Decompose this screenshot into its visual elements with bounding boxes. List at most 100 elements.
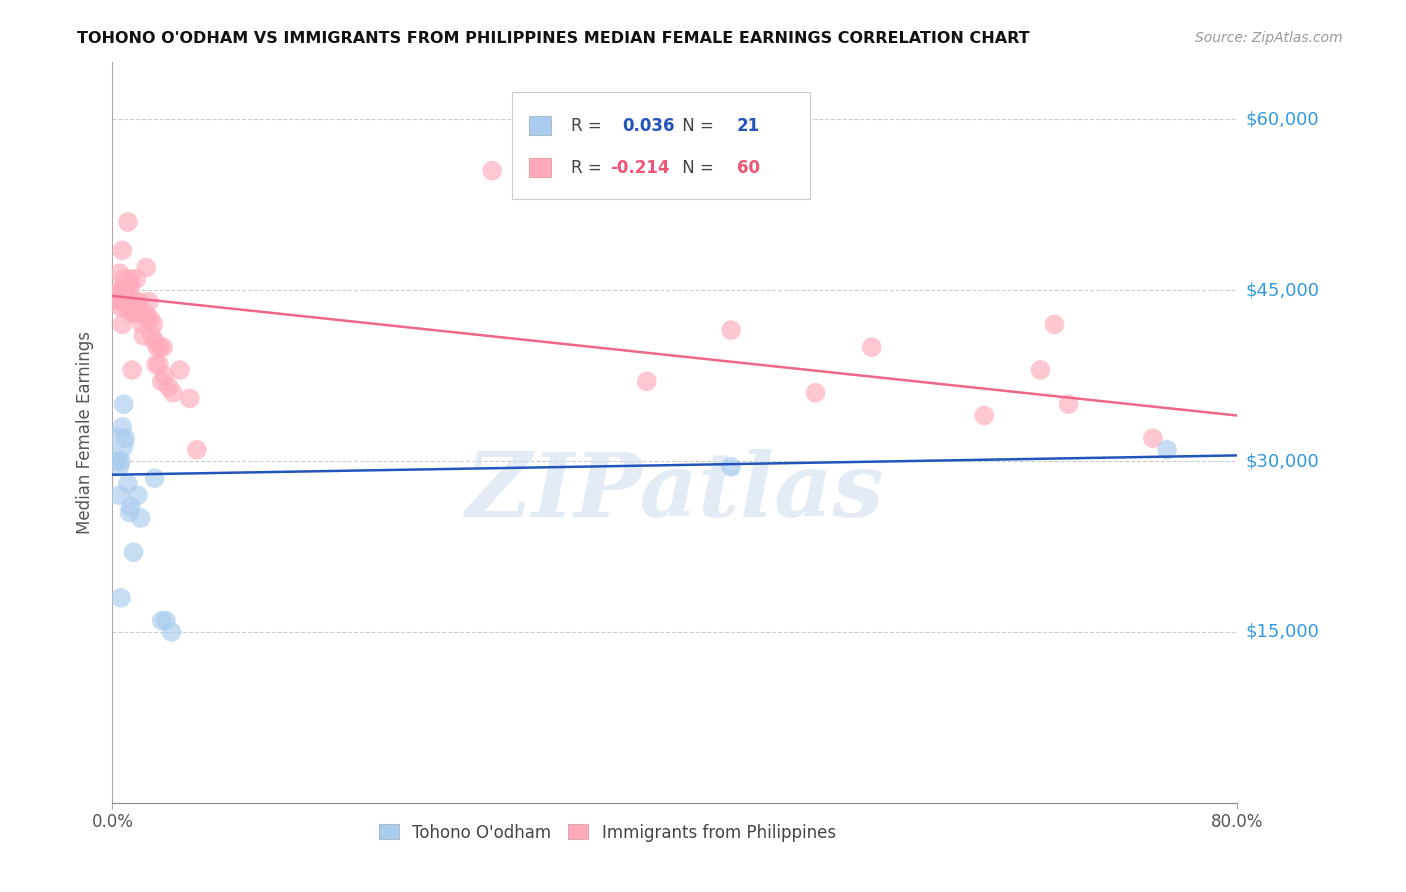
Point bbox=[120, 272, 142, 286]
Point bbox=[145, 357, 167, 371]
Point bbox=[1043, 318, 1066, 332]
Point bbox=[111, 420, 134, 434]
FancyBboxPatch shape bbox=[512, 92, 810, 200]
Text: N =: N = bbox=[678, 117, 720, 135]
Point bbox=[135, 260, 157, 275]
Point bbox=[179, 392, 201, 406]
Point bbox=[132, 328, 155, 343]
Text: $30,000: $30,000 bbox=[1246, 452, 1319, 470]
Point bbox=[143, 334, 166, 349]
Point bbox=[108, 266, 131, 280]
Point bbox=[117, 215, 139, 229]
Point bbox=[860, 340, 883, 354]
Text: 21: 21 bbox=[737, 117, 759, 135]
Point bbox=[973, 409, 995, 423]
Point bbox=[122, 545, 145, 559]
Point bbox=[108, 283, 131, 297]
Point bbox=[105, 437, 128, 451]
Point bbox=[122, 306, 145, 320]
Point bbox=[118, 294, 141, 309]
Point bbox=[108, 459, 131, 474]
Text: 0.036: 0.036 bbox=[621, 117, 675, 135]
Legend: Tohono O'odham, Immigrants from Philippines: Tohono O'odham, Immigrants from Philippi… bbox=[371, 815, 844, 850]
Point bbox=[117, 283, 139, 297]
Y-axis label: Median Female Earnings: Median Female Earnings bbox=[76, 331, 94, 534]
Point bbox=[121, 306, 143, 320]
Point bbox=[105, 289, 128, 303]
Point bbox=[112, 289, 135, 303]
Point bbox=[153, 368, 176, 383]
Point bbox=[131, 318, 153, 332]
Point bbox=[636, 375, 658, 389]
Point bbox=[112, 272, 135, 286]
Point bbox=[138, 294, 160, 309]
Text: $60,000: $60,000 bbox=[1246, 111, 1319, 128]
Point bbox=[162, 385, 184, 400]
Text: $45,000: $45,000 bbox=[1246, 281, 1320, 299]
Text: ZIPatlas: ZIPatlas bbox=[467, 449, 883, 535]
Point bbox=[804, 385, 827, 400]
Point bbox=[124, 294, 146, 309]
Point bbox=[141, 328, 163, 343]
Point bbox=[108, 488, 131, 502]
Point bbox=[121, 363, 143, 377]
Text: -0.214: -0.214 bbox=[610, 159, 669, 177]
Point bbox=[720, 459, 742, 474]
Point bbox=[111, 294, 134, 309]
Point bbox=[118, 301, 141, 315]
Point bbox=[146, 340, 169, 354]
Point bbox=[481, 163, 503, 178]
Point bbox=[186, 442, 208, 457]
Point bbox=[107, 454, 129, 468]
Point bbox=[134, 306, 156, 320]
Point bbox=[107, 294, 129, 309]
Point bbox=[152, 340, 174, 354]
Point bbox=[160, 624, 183, 639]
Point bbox=[129, 511, 152, 525]
Point bbox=[129, 306, 152, 320]
Point bbox=[139, 311, 162, 326]
Point bbox=[1029, 363, 1052, 377]
Point bbox=[112, 397, 135, 411]
Point bbox=[110, 454, 132, 468]
FancyBboxPatch shape bbox=[529, 159, 551, 177]
Point bbox=[115, 301, 138, 315]
Point bbox=[114, 431, 136, 445]
Point bbox=[115, 289, 138, 303]
Text: TOHONO O'ODHAM VS IMMIGRANTS FROM PHILIPPINES MEDIAN FEMALE EARNINGS CORRELATION: TOHONO O'ODHAM VS IMMIGRANTS FROM PHILIP… bbox=[77, 31, 1031, 46]
Point bbox=[118, 505, 141, 519]
Point bbox=[114, 294, 136, 309]
Point bbox=[143, 471, 166, 485]
Point bbox=[111, 244, 134, 258]
Point bbox=[1057, 397, 1080, 411]
Point bbox=[127, 488, 149, 502]
Point bbox=[149, 340, 172, 354]
Point bbox=[110, 591, 132, 605]
Point bbox=[127, 306, 149, 320]
Text: Source: ZipAtlas.com: Source: ZipAtlas.com bbox=[1195, 31, 1343, 45]
Point bbox=[150, 614, 173, 628]
Point bbox=[157, 380, 180, 394]
Point bbox=[110, 301, 132, 315]
Point bbox=[148, 357, 170, 371]
Point bbox=[169, 363, 191, 377]
Text: R =: R = bbox=[571, 159, 607, 177]
Point bbox=[142, 318, 165, 332]
Point bbox=[111, 318, 134, 332]
Point bbox=[720, 323, 742, 337]
Point bbox=[125, 272, 148, 286]
Text: 60: 60 bbox=[737, 159, 759, 177]
Point bbox=[155, 614, 177, 628]
Point bbox=[1142, 431, 1164, 445]
FancyBboxPatch shape bbox=[529, 117, 551, 135]
Point bbox=[128, 294, 150, 309]
Point bbox=[136, 311, 159, 326]
Text: R =: R = bbox=[571, 117, 607, 135]
Point bbox=[117, 476, 139, 491]
Text: $15,000: $15,000 bbox=[1246, 623, 1319, 641]
Point bbox=[1156, 442, 1178, 457]
Text: N =: N = bbox=[678, 159, 720, 177]
Point bbox=[120, 500, 142, 514]
Point bbox=[110, 289, 132, 303]
Point bbox=[120, 277, 142, 292]
